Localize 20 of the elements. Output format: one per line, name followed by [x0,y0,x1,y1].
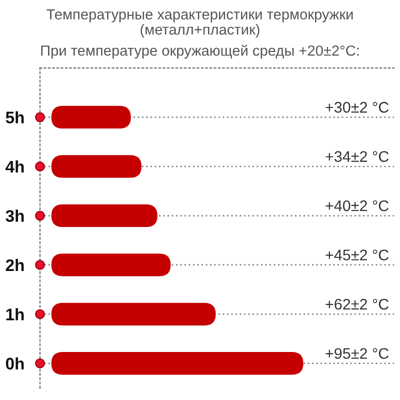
chart-title: Температурные характеристики термокружки (металл+пластик) [46,9,353,38]
data-label: +30±2 °C [326,102,389,113]
bar [51,254,171,276]
y-tick-label: 3h [6,210,24,222]
bar [51,106,131,129]
data-label: +40±2 °C [326,200,389,212]
data-label: +45±2 °C [326,250,389,260]
chart-subtitle: При температуре окружающей среды +20±2°C: [41,44,359,59]
y-tick-label: 0h [6,357,24,370]
bar [51,155,142,178]
data-label: +34±2 °C [326,151,389,162]
data-label: +95±2 °C [326,348,389,359]
bar [51,352,304,375]
data-label: +62±2 °C [326,298,389,310]
y-tick-label: 5h [6,111,24,124]
y-tick-label: 4h [6,160,24,172]
bar [51,204,158,228]
y-tick-label: 1h [6,308,24,320]
bar [51,302,216,326]
y-tick-label: 2h [6,258,24,271]
